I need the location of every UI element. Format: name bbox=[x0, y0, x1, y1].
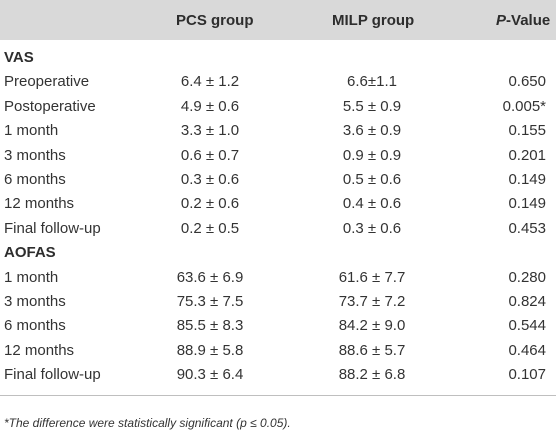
milp-value: 0.9 ± 0.9 bbox=[342, 146, 402, 164]
table-row: Final follow-up 90.3 ± 6.4 88.2 ± 6.8 0.107 bbox=[0, 364, 556, 386]
p-value: 0.005* bbox=[502, 97, 546, 115]
p-value: 0.149 bbox=[508, 171, 546, 188]
row-label: 12 months bbox=[4, 195, 75, 213]
p-value: 0.107 bbox=[508, 366, 546, 384]
pcs-value: 63.6 ± 6.9 bbox=[176, 268, 244, 286]
table-bottom-rule bbox=[0, 394, 556, 396]
p-value-suffix: -Value bbox=[506, 12, 551, 29]
row-label: 3 months bbox=[4, 293, 66, 310]
table-row: 6 months 0.3 ± 0.6 0.5 ± 0.6 0.149 bbox=[0, 169, 556, 191]
pcs-value: 0.6 ± 0.7 bbox=[180, 146, 240, 164]
section-title: AOFAS bbox=[4, 244, 56, 262]
milp-value: 6.6±1.1 bbox=[347, 73, 397, 91]
p-value: 0.650 bbox=[508, 73, 546, 91]
pcs-value: 0.2 ± 0.6 bbox=[180, 195, 240, 213]
milp-value: 88.2 ± 6.8 bbox=[338, 366, 406, 384]
table-row: Final follow-up 0.2 ± 0.5 0.3 ± 0.6 0.453 bbox=[0, 218, 556, 240]
p-italic: P bbox=[496, 12, 507, 29]
pcs-value: 6.4 ± 1.2 bbox=[180, 73, 240, 91]
row-label: Preoperative bbox=[4, 73, 90, 91]
p-value: 0.464 bbox=[508, 341, 546, 359]
table-row: 3 months 0.6 ± 0.7 0.9 ± 0.9 0.201 bbox=[0, 145, 556, 167]
p-value: 0.149 bbox=[508, 195, 546, 213]
pcs-value: 90.3 ± 6.4 bbox=[176, 366, 244, 384]
p-value: 0.824 bbox=[508, 293, 546, 310]
table-row: 1 month 3.3 ± 1.0 3.6 ± 0.9 0.155 bbox=[0, 120, 556, 142]
milp-value: 61.6 ± 7.7 bbox=[338, 268, 406, 286]
row-label: Final follow-up bbox=[4, 219, 101, 237]
milp-value: 0.4 ± 0.6 bbox=[342, 195, 402, 213]
table-row: 6 months 85.5 ± 8.3 84.2 ± 9.0 0.544 bbox=[0, 315, 556, 337]
milp-value: 3.6 ± 0.9 bbox=[342, 122, 402, 140]
milp-value: 88.6 ± 5.7 bbox=[338, 341, 406, 359]
section-title: VAS bbox=[4, 49, 34, 66]
p-value: 0.453 bbox=[508, 219, 546, 237]
column-header-p-value: P-Value bbox=[496, 12, 550, 29]
milp-value: 0.3 ± 0.6 bbox=[342, 219, 402, 237]
row-label: 12 months bbox=[4, 341, 75, 359]
row-label: 1 month bbox=[4, 268, 59, 286]
row-label: 6 months bbox=[4, 317, 66, 335]
table-row: 12 months 88.9 ± 5.8 88.6 ± 5.7 0.464 bbox=[0, 340, 556, 362]
milp-value: 0.5 ± 0.6 bbox=[342, 171, 402, 188]
milp-value: 84.2 ± 9.0 bbox=[338, 317, 406, 335]
section-header-row: VAS bbox=[0, 47, 556, 69]
table-row: 12 months 0.2 ± 0.6 0.4 ± 0.6 0.149 bbox=[0, 193, 556, 215]
column-header-pcs: PCS group bbox=[176, 12, 254, 29]
pcs-value: 75.3 ± 7.5 bbox=[176, 293, 244, 310]
pcs-value: 0.3 ± 0.6 bbox=[180, 171, 240, 188]
row-label: Final follow-up bbox=[4, 366, 101, 384]
column-header-milp: MILP group bbox=[332, 12, 415, 29]
milp-value: 73.7 ± 7.2 bbox=[338, 293, 406, 310]
table-footnote: *The difference were statistically signi… bbox=[4, 416, 291, 430]
pcs-value: 0.2 ± 0.5 bbox=[180, 219, 240, 237]
milp-value: 5.5 ± 0.9 bbox=[342, 97, 402, 115]
table-row: Preoperative 6.4 ± 1.2 6.6±1.1 0.650 bbox=[0, 71, 556, 93]
table-row: 1 month 63.6 ± 6.9 61.6 ± 7.7 0.280 bbox=[0, 267, 556, 289]
p-value: 0.544 bbox=[508, 317, 546, 335]
section-header-row: AOFAS bbox=[0, 242, 556, 264]
pcs-value: 88.9 ± 5.8 bbox=[176, 341, 244, 359]
table-row: Postoperative 4.9 ± 0.6 5.5 ± 0.9 0.005* bbox=[0, 96, 556, 118]
pcs-value: 3.3 ± 1.0 bbox=[180, 122, 240, 140]
row-label: 6 months bbox=[4, 171, 66, 188]
row-label: Postoperative bbox=[4, 97, 96, 115]
p-value: 0.201 bbox=[508, 146, 546, 164]
p-value: 0.280 bbox=[508, 268, 546, 286]
row-label: 1 month bbox=[4, 122, 59, 140]
p-value: 0.155 bbox=[508, 122, 546, 140]
pcs-value: 4.9 ± 0.6 bbox=[180, 97, 240, 115]
table-header: PCS group MILP group P-Value bbox=[0, 0, 556, 40]
row-label: 3 months bbox=[4, 146, 66, 164]
pcs-value: 85.5 ± 8.3 bbox=[176, 317, 244, 335]
table-row: 3 months 75.3 ± 7.5 73.7 ± 7.2 0.824 bbox=[0, 291, 556, 313]
